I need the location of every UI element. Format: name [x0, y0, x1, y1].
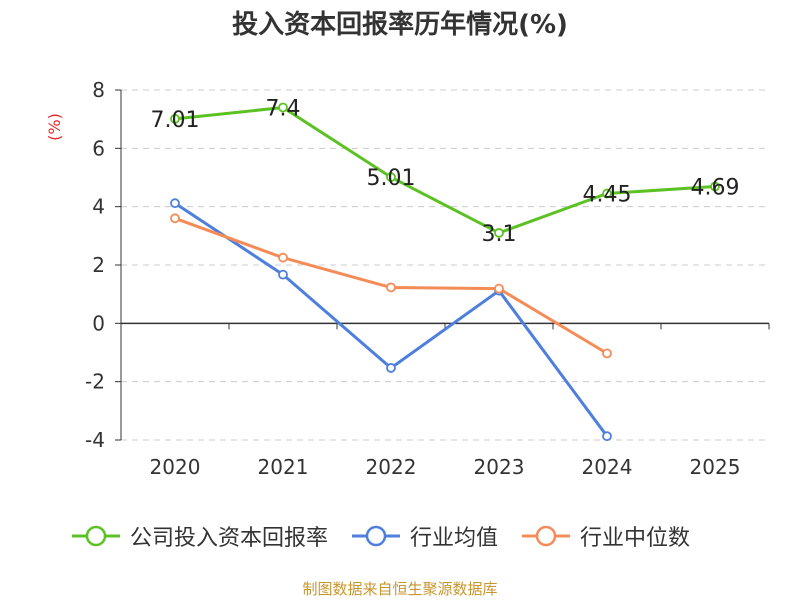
legend-line-icon [72, 525, 120, 547]
x-tick-label: 2020 [150, 455, 201, 479]
data-point [386, 172, 396, 183]
y-tick-label: -2 [85, 370, 105, 394]
series-layer [170, 102, 720, 442]
data-label: 7.4 [266, 97, 301, 122]
y-tick-label: 2 [92, 253, 105, 277]
data-point [494, 283, 504, 294]
x-tick-label: 2021 [258, 455, 309, 479]
y-tick-label: 6 [92, 136, 105, 160]
data-point [170, 213, 180, 224]
axes: 8 6 4 2 0 -2 -4 2020 2021 2022 2023 2024 2025 [85, 78, 770, 479]
y-tick-label: 0 [92, 311, 105, 335]
source-note: 制图数据来自恒生聚源数据库 [302, 580, 498, 598]
x-tick-label: 2023 [474, 455, 525, 479]
legend-line-icon [352, 525, 401, 547]
data-point [710, 181, 720, 192]
series-line [174, 106, 716, 235]
grid-lines [121, 89, 769, 441]
y-tick-label: 8 [92, 78, 105, 102]
data-point [602, 348, 612, 359]
data-label: 3.1 [482, 222, 517, 247]
data-point [602, 188, 612, 199]
data-point [494, 228, 504, 238]
x-tick-label: 2025 [690, 455, 741, 479]
x-tick-label: 2022 [366, 455, 417, 479]
legend-label: 行业中位数 [580, 526, 691, 551]
data-point [170, 198, 180, 209]
data-point [278, 252, 288, 263]
data-label: 4.69 [691, 176, 740, 201]
data-point [386, 363, 396, 373]
data-point [602, 431, 612, 442]
data-labels-layer: 7.01 7.4 5.01 3.1 4.45 4.69 [151, 97, 740, 247]
data-label: 7.01 [151, 108, 200, 133]
y-axis-label: (%) [45, 113, 64, 141]
legend: 公司投入资本回报率 行业均值 行业中位数 [70, 520, 712, 552]
series-line [174, 201, 609, 438]
data-point [170, 113, 180, 124]
data-point [278, 102, 288, 113]
data-point [278, 269, 288, 280]
legend-item[interactable]: 公司投入资本回报率 [70, 520, 328, 552]
y-tick-label: 4 [92, 195, 105, 219]
data-point [386, 282, 396, 293]
legend-line-icon [522, 525, 571, 547]
legend-label: 行业均值 [410, 526, 499, 551]
chart-title: 投入资本回报率历年情况(%) [232, 10, 568, 40]
x-tick-label: 2024 [582, 455, 633, 479]
legend-label: 公司投入资本回报率 [130, 526, 329, 551]
y-tick-label: -4 [85, 428, 105, 452]
data-label: 4.45 [583, 183, 632, 208]
data-label: 5.01 [367, 166, 416, 191]
legend-item[interactable]: 行业均值 [350, 520, 498, 552]
legend-item[interactable]: 行业中位数 [520, 520, 690, 552]
